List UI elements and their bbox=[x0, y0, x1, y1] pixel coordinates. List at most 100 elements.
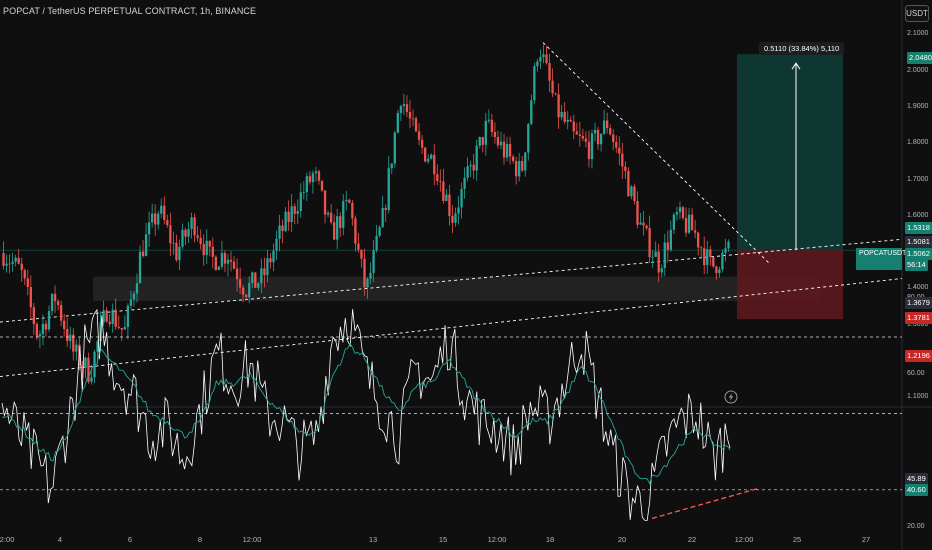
price-axis-label: 1.9000 bbox=[907, 102, 929, 110]
candle-body bbox=[184, 229, 187, 237]
candle-body bbox=[135, 283, 139, 294]
candle-body bbox=[605, 120, 609, 129]
candle-body bbox=[132, 293, 136, 300]
price-axis-label: 2.1000 bbox=[907, 30, 929, 38]
candle-body bbox=[639, 222, 642, 225]
candle-body bbox=[90, 377, 93, 382]
candle-body bbox=[336, 216, 339, 240]
candle-body bbox=[642, 222, 645, 226]
candle-body bbox=[696, 232, 700, 248]
candle-body bbox=[205, 240, 208, 256]
candle-body bbox=[23, 270, 26, 279]
time-axis-label: 12:00 bbox=[0, 535, 15, 544]
candle-body bbox=[593, 129, 597, 134]
candle-body bbox=[715, 266, 718, 274]
time-axis-label: 8 bbox=[197, 535, 203, 544]
candle-body bbox=[120, 327, 123, 330]
candle-body bbox=[478, 137, 481, 146]
support-zone bbox=[93, 276, 820, 302]
candle-body bbox=[484, 120, 487, 145]
candle-body bbox=[154, 213, 157, 225]
time-axis-label: 13 bbox=[368, 535, 378, 544]
candle-body bbox=[660, 268, 663, 273]
candle-body bbox=[2, 253, 5, 266]
currency-button[interactable]: USDT bbox=[905, 5, 929, 22]
candle-body bbox=[339, 216, 342, 228]
candle-body bbox=[475, 145, 478, 171]
candle-body bbox=[351, 202, 354, 219]
lower-support-trendline bbox=[0, 278, 903, 377]
candle-body bbox=[254, 272, 257, 288]
candle-body bbox=[542, 54, 545, 58]
price-axis-label: 1.4000 bbox=[907, 284, 929, 292]
candle-body bbox=[314, 171, 318, 174]
time-axis-label: 15 bbox=[438, 535, 448, 544]
candle-body bbox=[69, 334, 72, 342]
candle-body bbox=[226, 259, 230, 264]
candle-body bbox=[563, 111, 566, 122]
candle-body bbox=[442, 181, 445, 201]
zones bbox=[93, 54, 843, 320]
candle-body bbox=[32, 307, 36, 324]
candle-body bbox=[169, 225, 172, 244]
candle-body bbox=[181, 229, 184, 247]
candle-body bbox=[669, 229, 673, 250]
price-axis-label: 1.3000 bbox=[907, 320, 929, 328]
divergence-line bbox=[651, 487, 761, 520]
chart-title: POPCAT / TetherUS PERPETUAL CONTRACT, 1h… bbox=[3, 6, 257, 16]
candle-body bbox=[460, 188, 463, 208]
time-axis-label: 6 bbox=[127, 535, 133, 544]
candle-body bbox=[678, 207, 682, 212]
candle-body bbox=[287, 211, 290, 222]
time-axis-label: 12:00 bbox=[734, 535, 754, 544]
candle-body bbox=[108, 321, 111, 325]
candle-body bbox=[706, 249, 709, 266]
candle-body bbox=[621, 153, 624, 167]
candle-body bbox=[684, 217, 688, 233]
candle-body bbox=[345, 199, 348, 202]
candle-body bbox=[578, 134, 582, 136]
candle-body bbox=[299, 192, 302, 212]
candle-body bbox=[290, 206, 293, 222]
stop-price-tag: 1.3781 bbox=[905, 312, 932, 324]
candle-body bbox=[508, 144, 512, 157]
candle-body bbox=[141, 251, 145, 257]
candle-body bbox=[590, 133, 594, 160]
candle-body bbox=[163, 205, 166, 221]
candle-body bbox=[511, 156, 515, 162]
candle-body bbox=[257, 283, 260, 288]
candle-body bbox=[266, 258, 269, 276]
price-axis-label: 1.6000 bbox=[907, 211, 929, 219]
candle-body bbox=[575, 131, 578, 135]
candle-body bbox=[35, 323, 39, 337]
candle-body bbox=[596, 129, 600, 145]
candle-body bbox=[369, 272, 372, 279]
candle-body bbox=[372, 250, 375, 273]
candle-body bbox=[175, 242, 178, 261]
candle-body bbox=[305, 176, 309, 193]
candle-body bbox=[433, 154, 436, 175]
candle-body bbox=[663, 242, 666, 269]
measure-label: 0.5110 (33.84%) 5,110 bbox=[759, 42, 845, 55]
candle-body bbox=[232, 261, 236, 269]
candle-body bbox=[229, 259, 233, 262]
candle-body bbox=[375, 235, 378, 251]
candle-body bbox=[496, 136, 500, 146]
rsi-axis-label: 60.00 bbox=[907, 370, 925, 378]
candle-body bbox=[399, 106, 403, 113]
candle-body bbox=[712, 256, 715, 267]
lightning-icon[interactable] bbox=[724, 390, 738, 404]
candle-body bbox=[451, 216, 454, 223]
candle-body bbox=[59, 305, 63, 321]
trendlines bbox=[0, 42, 903, 377]
candle-body bbox=[584, 138, 588, 142]
candle-body bbox=[269, 258, 272, 263]
descending-resistance bbox=[542, 42, 771, 265]
candle-body bbox=[499, 141, 503, 146]
candle-body bbox=[56, 301, 60, 306]
candle-body bbox=[548, 63, 551, 81]
candle-body bbox=[102, 310, 105, 323]
candle-body bbox=[454, 213, 457, 223]
candle-body bbox=[551, 80, 554, 94]
